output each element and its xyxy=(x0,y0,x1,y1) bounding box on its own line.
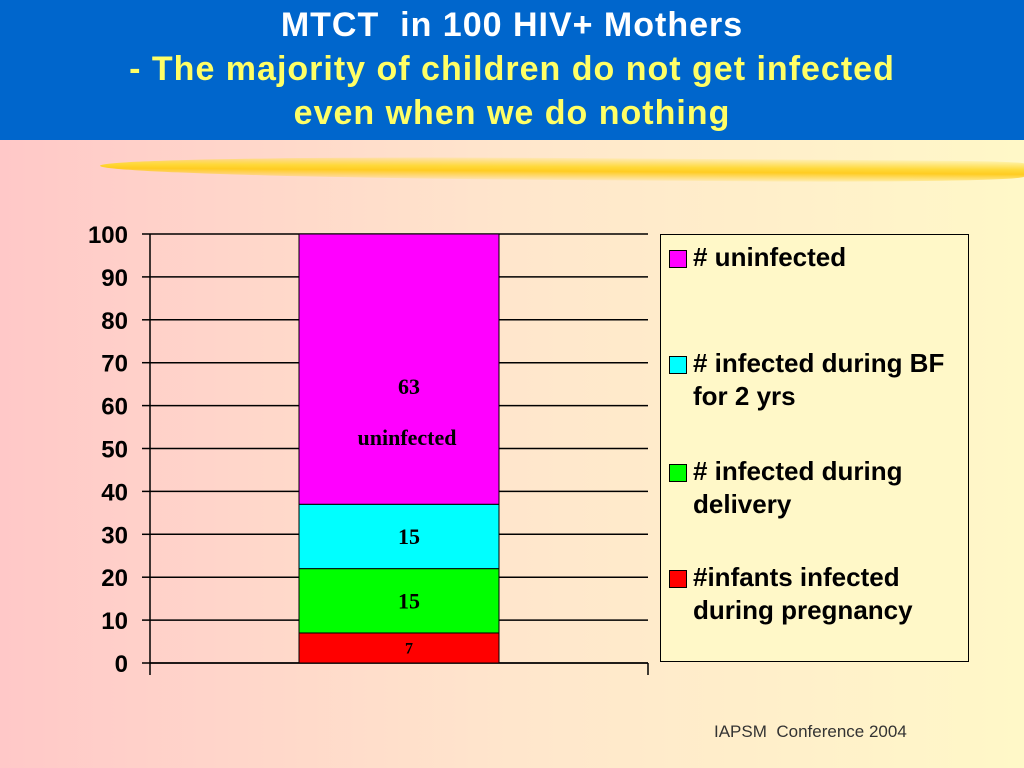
y-tick-label: 100 xyxy=(88,222,128,249)
legend-item: # infected during delivery xyxy=(669,455,969,521)
legend-label: # uninfected xyxy=(693,242,847,272)
header: MTCT in 100 HIV+ Mothers - The majority … xyxy=(0,0,1024,140)
y-tick-label: 30 xyxy=(101,522,128,549)
legend-label: # infected during delivery xyxy=(693,456,903,519)
y-tick-label: 90 xyxy=(101,265,128,292)
bar-segment xyxy=(298,233,500,505)
y-tick-label: 20 xyxy=(101,565,128,592)
y-tick-label: 10 xyxy=(101,608,128,635)
legend-label: #infants infected during pregnancy xyxy=(693,562,913,625)
subtitle: - The majority of children do not get in… xyxy=(129,50,895,132)
legend-item: # infected during BF for 2 yrs xyxy=(669,347,969,413)
footer: IAPSM Conference 2004 xyxy=(714,722,907,741)
legend-item: #infants infected during pregnancy xyxy=(669,561,969,627)
data-label: 7 xyxy=(405,641,413,658)
y-tick-label: 50 xyxy=(101,437,128,464)
legend-item: # uninfected xyxy=(669,241,969,274)
data-label: 15 xyxy=(398,588,420,613)
y-tick-label: 70 xyxy=(101,351,128,378)
data-label: 63 xyxy=(398,374,420,399)
legend-label: # infected during BF for 2 yrs xyxy=(693,348,945,411)
legend-swatch xyxy=(669,570,687,588)
y-tick-label: 40 xyxy=(101,479,128,506)
bar-segment xyxy=(298,568,500,634)
data-label: 15 xyxy=(398,524,420,549)
legend: # uninfected # infected during BF for 2 y… xyxy=(660,234,969,662)
y-tick-label: 60 xyxy=(101,394,128,421)
bar-segment xyxy=(298,503,500,570)
legend-swatch xyxy=(669,464,687,482)
y-tick-label: 0 xyxy=(115,651,128,678)
bar-segment xyxy=(298,632,500,664)
legend-swatch xyxy=(669,250,687,268)
y-tick-label: 80 xyxy=(101,308,128,335)
title: MTCT in 100 HIV+ Mothers xyxy=(280,6,744,44)
annotation: uninfected xyxy=(358,425,457,450)
legend-swatch xyxy=(669,356,687,374)
